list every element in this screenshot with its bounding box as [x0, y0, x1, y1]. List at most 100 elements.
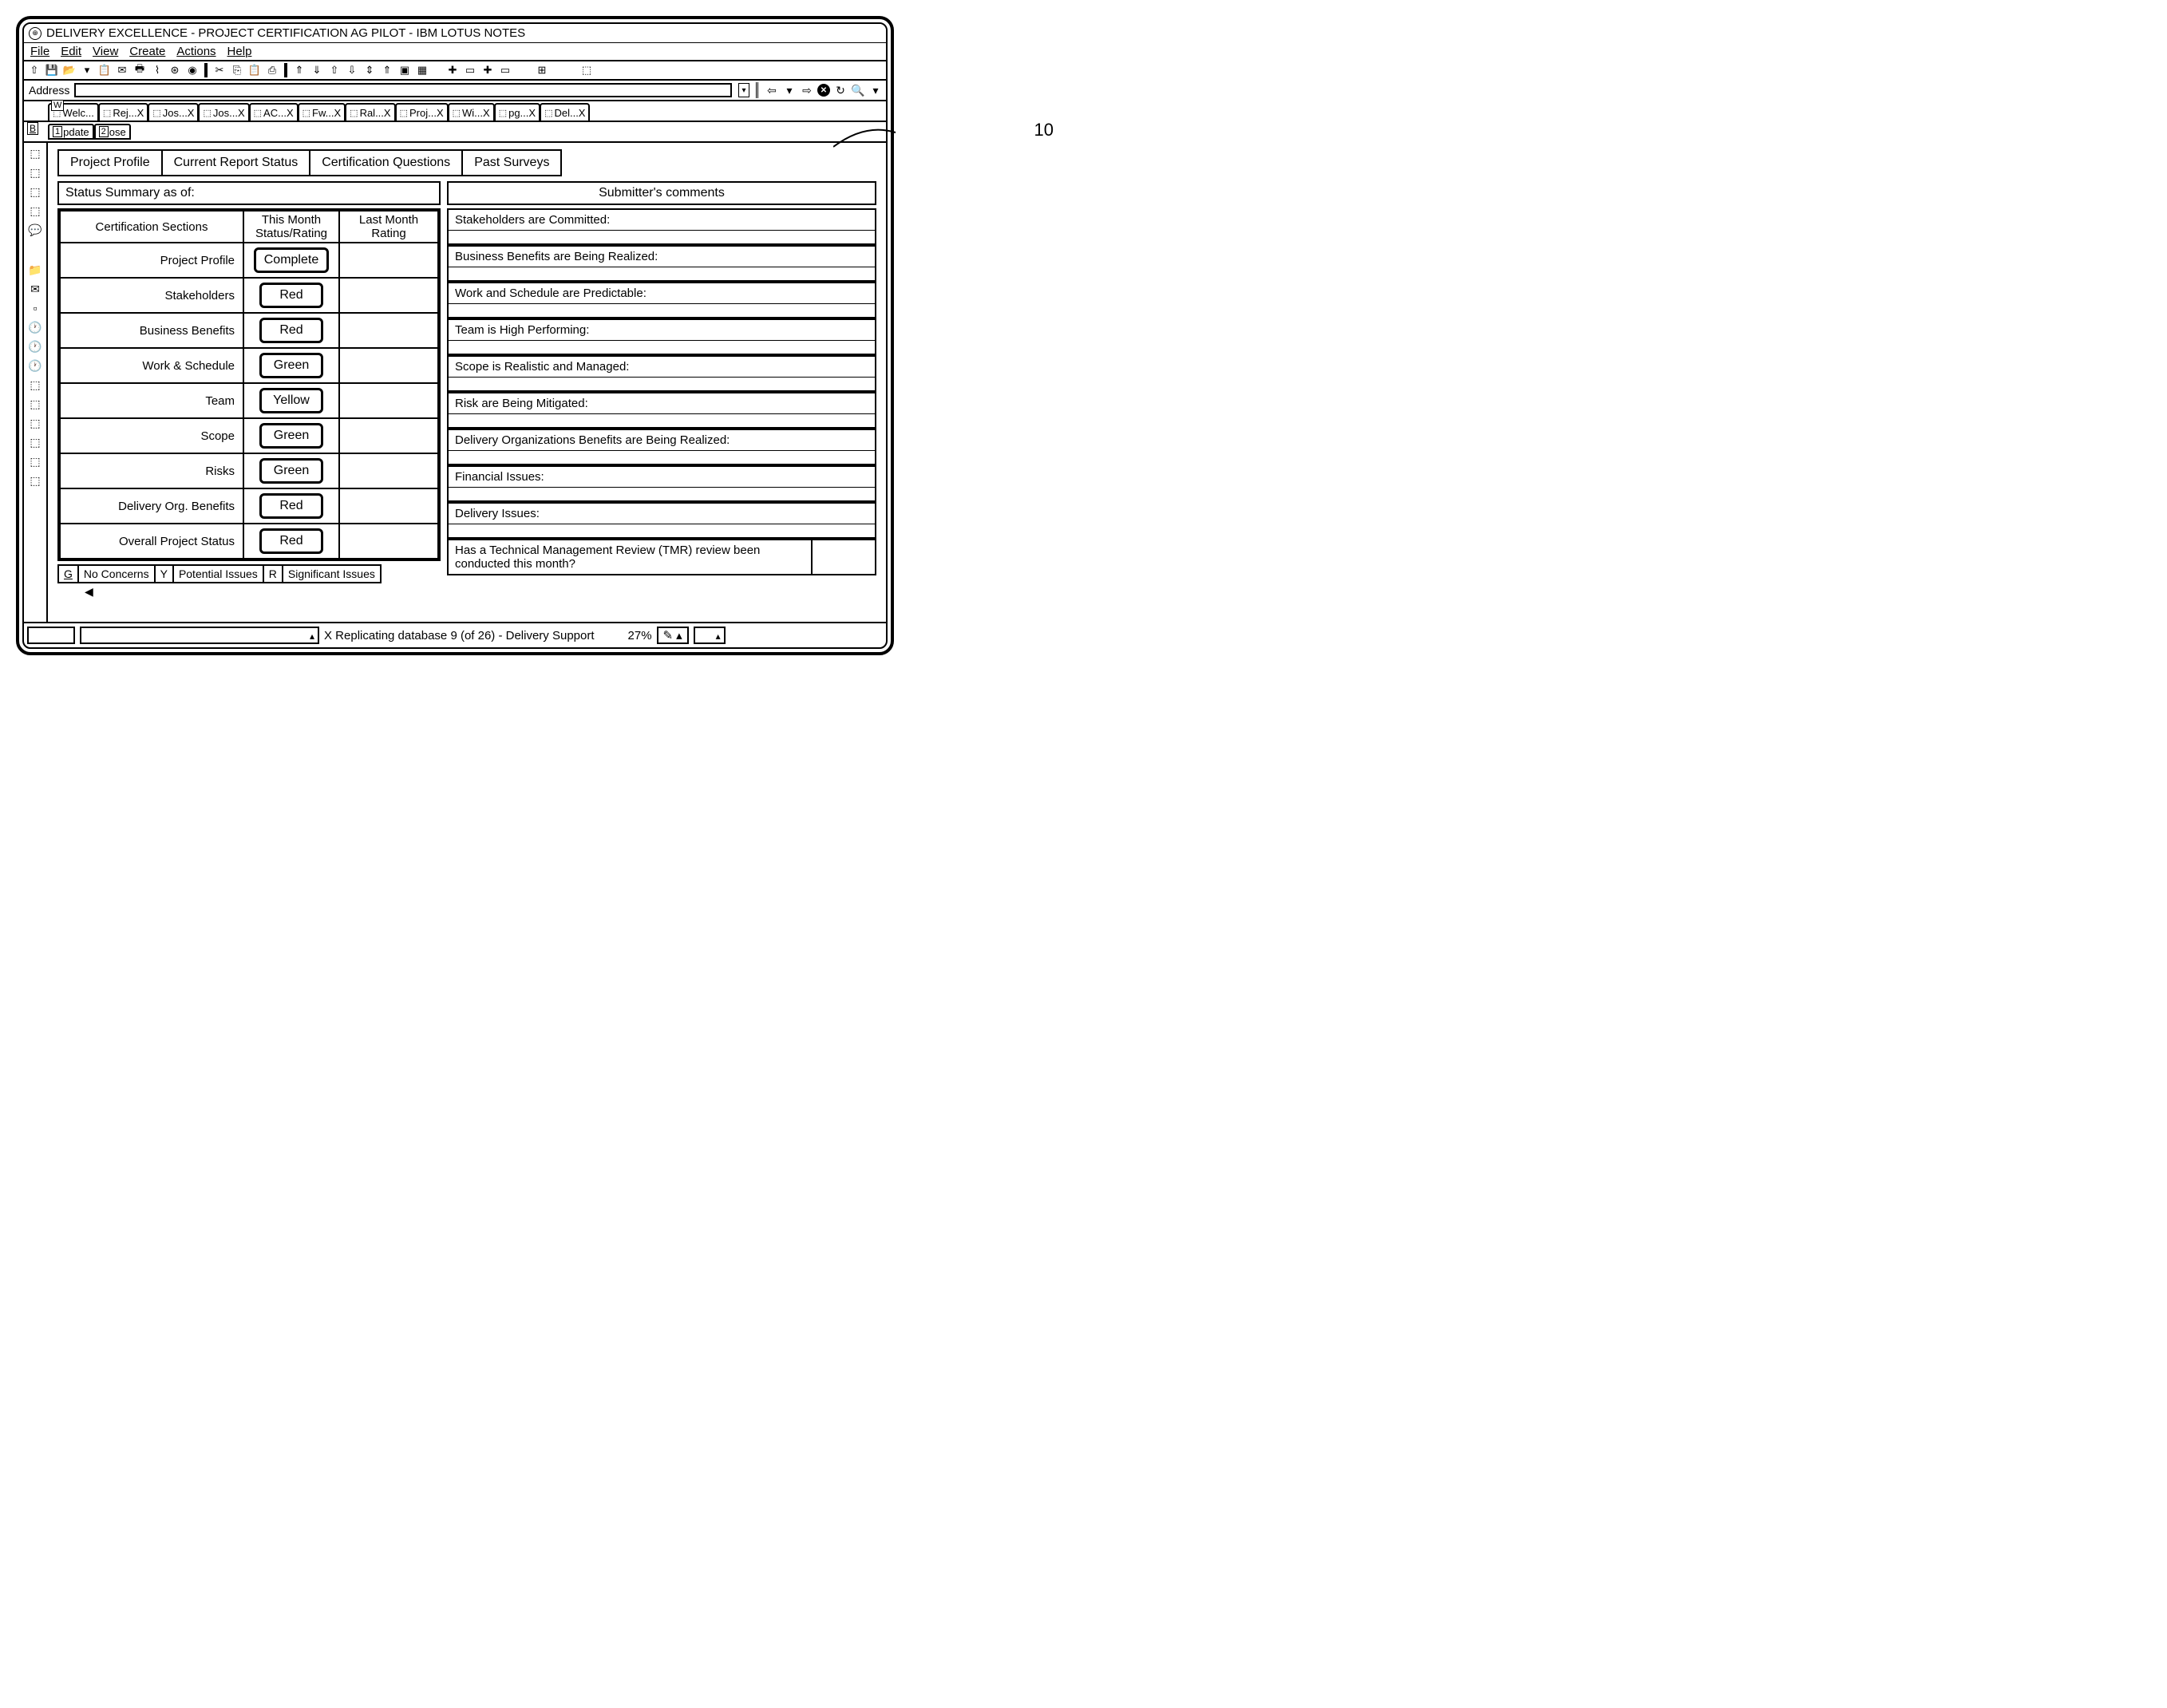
window-tab[interactable]: ⬚Wi...X: [448, 103, 495, 121]
rail-icon[interactable]: ⬚: [27, 146, 43, 160]
dropdown-icon[interactable]: ▾: [782, 83, 797, 97]
print-icon[interactable]: 🖶: [132, 64, 147, 77]
record-icon[interactable]: ◉: [185, 64, 200, 77]
comment-input[interactable]: [449, 341, 875, 355]
rail-icon[interactable]: ⬚: [27, 204, 43, 218]
plus-icon[interactable]: ✚: [445, 64, 460, 77]
comment-input[interactable]: [449, 488, 875, 502]
menu-create[interactable]: Create: [129, 45, 165, 58]
rail-icon[interactable]: ⬚: [27, 454, 43, 469]
stop-icon[interactable]: ✕: [817, 84, 830, 97]
status-pill[interactable]: Red: [259, 318, 323, 343]
minus-icon[interactable]: ▭: [463, 64, 477, 77]
tool-icon[interactable]: ▦: [415, 64, 429, 77]
arrow-icon[interactable]: ⇩: [345, 64, 359, 77]
rail-icon[interactable]: ⬚: [27, 473, 43, 488]
address-input[interactable]: [74, 83, 732, 97]
address-dropdown[interactable]: ▾: [738, 83, 749, 97]
rail-icon[interactable]: ⬚: [27, 165, 43, 180]
rail-icon[interactable]: ⬚: [27, 378, 43, 392]
arrow-icon[interactable]: ⇑: [292, 64, 306, 77]
comment-input[interactable]: [449, 451, 875, 465]
update-button[interactable]: 1pdate: [48, 124, 94, 140]
back-icon[interactable]: ⇦: [765, 83, 779, 97]
status-pill[interactable]: Complete: [254, 247, 329, 273]
tool-icon[interactable]: ⌇: [150, 64, 164, 77]
comment-input[interactable]: [449, 414, 875, 429]
mail-icon[interactable]: ✉: [115, 64, 129, 77]
rail-icon[interactable]: ⬚: [27, 416, 43, 430]
menu-edit[interactable]: Edit: [61, 45, 81, 58]
cut-icon[interactable]: ✂: [212, 64, 227, 77]
tool-icon[interactable]: ⬚: [579, 64, 594, 77]
menu-file[interactable]: File: [30, 45, 49, 58]
status-pill[interactable]: Green: [259, 353, 323, 378]
status-pill[interactable]: Yellow: [259, 388, 323, 413]
arrow-icon[interactable]: ⇓: [310, 64, 324, 77]
rail-icon[interactable]: 💬: [27, 223, 43, 237]
arrow-icon[interactable]: ⇑: [380, 64, 394, 77]
tab-current-status[interactable]: Current Report Status: [161, 149, 311, 176]
paste-icon[interactable]: 📋: [247, 64, 262, 77]
scroll-left-icon[interactable]: ◀: [57, 583, 876, 599]
rail-icon[interactable]: 🕐: [27, 339, 43, 354]
plus-icon[interactable]: ✚: [480, 64, 495, 77]
folder-icon[interactable]: 📂: [62, 64, 77, 77]
window-tab[interactable]: ⬚pg...X: [494, 103, 540, 121]
globe-icon[interactable]: ⊛: [168, 64, 182, 77]
tool-icon[interactable]: ⇧: [27, 64, 42, 77]
window-tab[interactable]: ⬚Del...X: [540, 103, 590, 121]
window-tab[interactable]: ⬚Jos...X: [198, 103, 249, 121]
figure-ref: 10: [1034, 120, 1054, 140]
tab-cert-questions[interactable]: Certification Questions: [309, 149, 463, 176]
rail-icon[interactable]: 🕐: [27, 320, 43, 334]
window-tab[interactable]: ⬚Proj...X: [395, 103, 449, 121]
arrow-icon[interactable]: ⇧: [327, 64, 342, 77]
comment-input[interactable]: [449, 267, 875, 282]
menu-actions[interactable]: Actions: [176, 45, 216, 58]
tmr-answer[interactable]: [811, 540, 875, 574]
tab-project-profile[interactable]: Project Profile: [57, 149, 163, 176]
tool-icon[interactable]: ⎙: [265, 64, 279, 77]
comment-input[interactable]: [449, 378, 875, 392]
forward-icon[interactable]: ⇨: [800, 83, 814, 97]
status-pill[interactable]: Red: [259, 283, 323, 308]
window-tab[interactable]: ⬚Ral...X: [345, 103, 395, 121]
rail-icon[interactable]: ⬚: [27, 435, 43, 449]
menu-view[interactable]: View: [93, 45, 118, 58]
dropdown-icon[interactable]: ▾: [868, 83, 883, 97]
doc-icon[interactable]: 📋: [97, 64, 112, 77]
window-tab[interactable]: ⬚Rej...X: [98, 103, 148, 121]
tool-icon[interactable]: ⊞: [535, 64, 549, 77]
rail-icon[interactable]: 🕐: [27, 358, 43, 373]
copy-icon[interactable]: ⎘: [230, 64, 244, 77]
refresh-icon[interactable]: ↻: [833, 83, 848, 97]
rail-icon[interactable]: 📁: [27, 263, 43, 277]
minus-icon[interactable]: ▭: [498, 64, 512, 77]
up-icon[interactable]: ▴: [716, 631, 721, 642]
table-row: Business BenefitsRed: [60, 313, 438, 348]
arrow-icon[interactable]: ⇕: [362, 64, 377, 77]
comment-input[interactable]: [449, 231, 875, 245]
save-icon[interactable]: 💾: [45, 64, 59, 77]
rail-icon[interactable]: ▫: [27, 301, 43, 315]
window-tab[interactable]: ⬚Jos...X: [148, 103, 199, 121]
comment-input[interactable]: [449, 304, 875, 318]
tab-past-surveys[interactable]: Past Surveys: [461, 149, 562, 176]
rail-icon[interactable]: ✉: [27, 282, 43, 296]
rail-icon[interactable]: ⬚: [27, 397, 43, 411]
status-pill[interactable]: Red: [259, 493, 323, 519]
comment-input[interactable]: [449, 524, 875, 539]
menu-help[interactable]: Help: [227, 45, 252, 58]
tool-icon[interactable]: ▣: [397, 64, 412, 77]
rail-icon[interactable]: ⬚: [27, 184, 43, 199]
status-pill[interactable]: Red: [259, 528, 323, 554]
up-icon[interactable]: ▴: [310, 631, 314, 642]
status-pill[interactable]: Green: [259, 458, 323, 484]
close-button[interactable]: 2ose: [94, 124, 131, 140]
window-tab[interactable]: ⬚Fw...X: [298, 103, 346, 121]
search-icon[interactable]: 🔍: [851, 83, 865, 97]
window-tab[interactable]: ⬚AC...X: [249, 103, 299, 121]
status-pill[interactable]: Green: [259, 423, 323, 449]
dropdown-icon[interactable]: ▾: [80, 64, 94, 77]
